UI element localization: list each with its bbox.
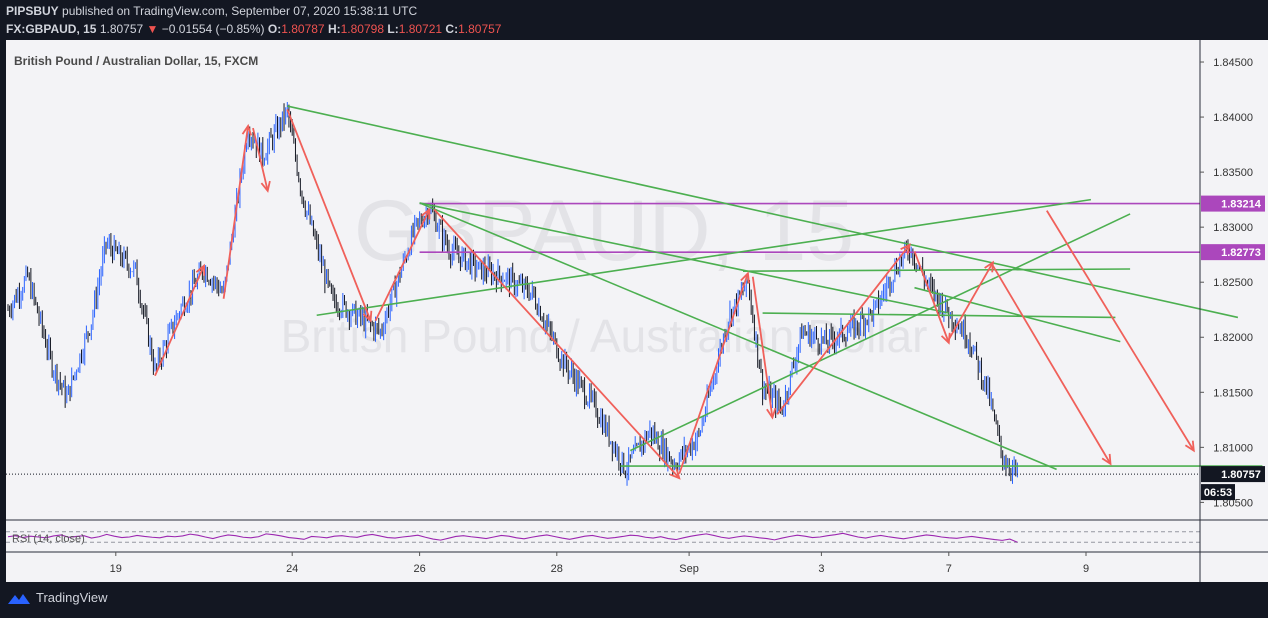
down-triangle-icon: ▼	[146, 22, 159, 36]
chart-panel[interactable]	[6, 40, 1268, 582]
x-tick-label: 24	[286, 563, 298, 575]
watermark-symbol: GBPAUD, 15	[354, 183, 854, 279]
arrow-line	[992, 265, 1112, 465]
arrow-head	[1184, 440, 1195, 453]
arrow-head	[669, 468, 681, 480]
y-tick-label: 1.80500	[1213, 497, 1253, 509]
trendline	[742, 268, 1131, 272]
x-tick-label: Sep	[679, 563, 699, 575]
arrow-head	[984, 260, 994, 273]
x-tick-label: 19	[110, 563, 122, 575]
rsi-label: RSI (14, close)	[12, 533, 85, 545]
close-label: C:	[445, 22, 459, 36]
chart-title: British Pound / Australian Dollar, 15, F…	[14, 54, 258, 68]
countdown-label: 06:53	[1204, 487, 1232, 499]
y-tick-label: 1.84500	[1213, 57, 1253, 69]
arrow-head	[241, 123, 253, 136]
arrow-line	[286, 109, 372, 322]
arrow-line	[252, 127, 269, 192]
arrow-head	[260, 180, 271, 193]
price-label-box	[1201, 195, 1265, 212]
arrow-line	[433, 208, 680, 479]
published-text: published on TradingView.com, September …	[62, 4, 418, 18]
trendline	[914, 286, 1121, 343]
arrow-line	[222, 125, 249, 299]
trendline	[419, 202, 949, 314]
rsi-line	[7, 532, 1018, 543]
x-tick-label: 9	[1083, 563, 1089, 575]
countdown-box	[1201, 484, 1235, 501]
trendline	[287, 105, 1239, 319]
trendline	[419, 202, 1057, 471]
arrow-head	[900, 243, 911, 255]
y-tick-label: 1.82000	[1213, 332, 1253, 344]
arrow-line	[1046, 210, 1195, 452]
arrow-line	[678, 273, 749, 475]
arrow-head	[766, 407, 777, 420]
arrow-head	[740, 271, 750, 284]
symbol-line: FX:GBPAUD, 15 1.80757 ▼ −0.01554 (−0.85%…	[6, 22, 501, 36]
price-label-box	[1201, 466, 1265, 483]
trendline	[316, 198, 1092, 317]
last-price: 1.80757	[99, 22, 144, 36]
arrow-line	[751, 276, 774, 418]
arrow-head	[195, 263, 206, 276]
y-tick-label: 1.81500	[1213, 387, 1253, 399]
arrow-head	[420, 207, 431, 220]
price-label: 1.82773	[1221, 247, 1261, 259]
arrow-line	[154, 265, 205, 377]
price-change: −0.01554 (−0.85%)	[161, 22, 265, 36]
x-tick-label: 7	[946, 563, 952, 575]
price-label-box	[1201, 244, 1265, 261]
symbol: FX:GBPAUD, 15	[6, 22, 97, 36]
arrow-line	[948, 261, 994, 340]
open-value: 1.80787	[281, 22, 325, 36]
arrow-line	[913, 251, 950, 344]
tradingview-logo-icon	[8, 593, 30, 604]
x-tick-label: 3	[818, 563, 824, 575]
high-label: H:	[327, 22, 341, 36]
price-label: 1.80757	[1221, 469, 1261, 481]
tradingview-footer[interactable]: TradingView	[8, 590, 108, 605]
arrow-line	[374, 209, 431, 322]
x-tick-label: 26	[413, 563, 425, 575]
arrow-line	[776, 244, 911, 415]
y-tick-label: 1.84000	[1213, 112, 1253, 124]
arrow-head	[362, 310, 373, 323]
arrow-head	[940, 332, 951, 345]
price-label: 1.83214	[1221, 199, 1262, 211]
high-value: 1.80798	[340, 22, 385, 36]
y-tick-label: 1.83500	[1213, 167, 1253, 179]
y-tick-label: 1.81000	[1213, 442, 1253, 454]
publish-line: PIPSBUY published on TradingView.com, Se…	[6, 4, 417, 18]
arrow-head	[1101, 453, 1112, 466]
tradingview-brand: TradingView	[36, 590, 108, 605]
publisher-name: PIPSBUY	[6, 4, 59, 18]
trendline	[629, 213, 1131, 452]
close-value: 1.80757	[458, 22, 502, 36]
low-label: L:	[387, 22, 399, 36]
y-tick-label: 1.82500	[1213, 277, 1253, 289]
low-value: 1.80721	[398, 22, 443, 36]
open-label: O:	[267, 22, 282, 36]
y-tick-label: 1.83000	[1213, 222, 1253, 234]
x-tick-label: 28	[551, 563, 563, 575]
